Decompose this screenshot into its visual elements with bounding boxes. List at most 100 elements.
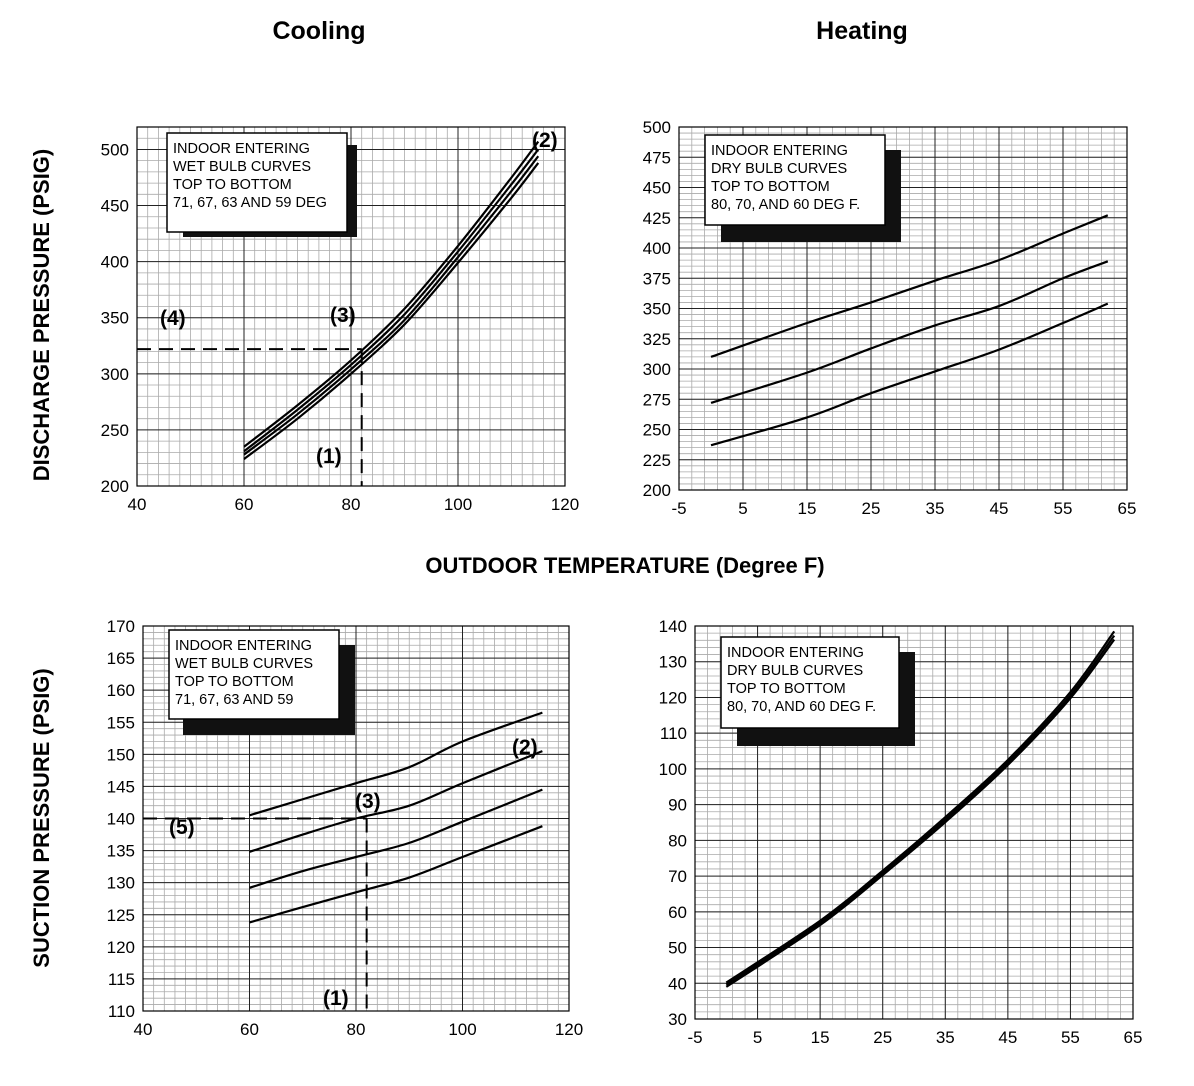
cooling-title: Cooling <box>272 17 365 45</box>
series-line-2 <box>710 260 1109 404</box>
x-tick-label: 5 <box>738 499 747 518</box>
y-tick-label: 165 <box>107 649 135 668</box>
y-tick-label: 400 <box>101 253 129 272</box>
legend-text: INDOOR ENTERING <box>711 143 848 159</box>
y-tick-label: 150 <box>107 745 135 764</box>
y-tick-label: 500 <box>101 140 129 159</box>
y-tick-label: 115 <box>108 970 135 989</box>
y-tick-label: 70 <box>668 867 687 886</box>
series-line-4 <box>249 825 543 924</box>
y-tick-label: 200 <box>643 481 671 500</box>
x-tick-label: 45 <box>998 1028 1017 1047</box>
outdoor-x-label: OUTDOOR TEMPERATURE (Degree F) <box>425 553 824 578</box>
x-tick-label: 45 <box>990 499 1009 518</box>
x-tick-label: 15 <box>798 499 817 518</box>
series-line-3 <box>249 788 543 889</box>
y-tick-label: 275 <box>643 390 671 409</box>
y-tick-label: 120 <box>659 688 687 707</box>
y-tick-label: 40 <box>668 974 687 993</box>
legend-text: INDOOR ENTERING <box>727 645 864 661</box>
legend-text: TOP TO BOTTOM <box>727 681 846 697</box>
legend-text: INDOOR ENTERING <box>175 638 312 654</box>
x-tick-label: 35 <box>936 1028 955 1047</box>
series-line-3 <box>725 638 1116 988</box>
legend-text: WET BULB CURVES <box>175 656 313 672</box>
x-tick-label: 120 <box>551 495 579 514</box>
y-tick-label: 120 <box>107 938 135 957</box>
cooling-suction-chart: 40 60 80 100 120 110 115 120 125 130 135 140 145 150 1… <box>107 617 584 1039</box>
legend-box <box>704 134 886 226</box>
y-tick-label: 450 <box>101 197 129 216</box>
plot-frame <box>694 625 1134 1020</box>
x-tick-label: 40 <box>128 495 147 514</box>
plot-frame <box>136 126 566 487</box>
x-tick-label: 40 <box>134 1020 153 1039</box>
y-tick-label: 350 <box>101 309 129 328</box>
annotation-label: (1) <box>316 445 342 468</box>
legend-text: TOP TO BOTTOM <box>711 179 830 195</box>
y-tick-label: 30 <box>668 1010 687 1029</box>
y-tick-label: 200 <box>101 477 129 496</box>
suction-y-label: SUCTION PRESSURE (PSIG) <box>29 668 54 967</box>
legend-text: 80, 70, AND 60 DEG F. <box>711 197 860 213</box>
x-tick-label: 100 <box>444 495 472 514</box>
x-tick-label: 5 <box>753 1028 762 1047</box>
x-tick-label: 60 <box>235 495 254 514</box>
series-line-1 <box>249 711 543 817</box>
legend-box <box>720 636 900 729</box>
y-tick-label: 125 <box>107 906 135 925</box>
x-tick-label: 55 <box>1054 499 1073 518</box>
y-tick-label: 250 <box>643 421 671 440</box>
discharge-y-label: DISCHARGE PRESSURE (PSIG) <box>29 149 54 482</box>
legend-text: WET BULB CURVES <box>173 159 311 175</box>
annotation-label: (2) <box>512 736 538 759</box>
series-line-1 <box>710 214 1109 358</box>
y-tick-label: 325 <box>643 330 671 349</box>
legend-text: TOP TO BOTTOM <box>173 177 292 193</box>
series-line-2 <box>243 148 540 453</box>
y-tick-label: 140 <box>659 617 687 636</box>
heating-title: Heating <box>816 17 908 45</box>
legend-text: 71, 67, 63 AND 59 <box>175 692 294 708</box>
y-tick-label: 80 <box>668 831 687 850</box>
x-tick-label: 80 <box>342 495 361 514</box>
y-tick-label: 110 <box>108 1002 135 1021</box>
legend-text: TOP TO BOTTOM <box>175 674 294 690</box>
annotation-label: (1) <box>323 987 349 1010</box>
y-tick-label: 155 <box>107 713 135 732</box>
legend-text: 80, 70, AND 60 DEG F. <box>727 699 876 715</box>
plot-frame <box>678 126 1128 491</box>
legend-text: DRY BULB CURVES <box>727 663 863 679</box>
x-tick-label: 100 <box>448 1020 476 1039</box>
legend-text: DRY BULB CURVES <box>711 161 847 177</box>
annotation-label: (3) <box>355 790 381 813</box>
y-tick-label: 140 <box>107 810 135 829</box>
y-tick-label: 300 <box>643 360 671 379</box>
heating-suction-chart: -5 5 15 25 35 45 55 65 30 40 50 60 70 80 90 100 110 120 13… <box>659 617 1143 1047</box>
y-tick-label: 425 <box>643 209 671 228</box>
y-tick-label: 110 <box>660 724 687 743</box>
y-tick-label: 160 <box>107 681 135 700</box>
x-tick-label: 35 <box>926 499 945 518</box>
y-tick-label: 475 <box>643 148 671 167</box>
heating-discharge-chart: -5 5 15 25 35 45 55 65 200 225 250 275 300 325 350 375 4… <box>643 118 1137 518</box>
y-tick-label: 400 <box>643 239 671 258</box>
series-line-1 <box>243 140 540 448</box>
y-tick-label: 375 <box>643 269 671 288</box>
annotation-label: (3) <box>330 304 356 327</box>
grid <box>694 625 1134 1020</box>
x-tick-label: 25 <box>873 1028 892 1047</box>
y-tick-label: 100 <box>659 760 687 779</box>
y-tick-label: 450 <box>643 179 671 198</box>
x-tick-label: 15 <box>811 1028 830 1047</box>
x-tick-label: -5 <box>687 1028 702 1047</box>
series-line-2 <box>725 634 1116 986</box>
y-tick-label: 250 <box>101 421 129 440</box>
series-line-1 <box>725 630 1116 984</box>
y-tick-label: 130 <box>107 874 135 893</box>
series-line-4 <box>243 162 540 460</box>
annotation-label: (5) <box>169 816 195 839</box>
x-tick-label: 80 <box>347 1020 366 1039</box>
annotation-label: (2) <box>532 129 558 152</box>
